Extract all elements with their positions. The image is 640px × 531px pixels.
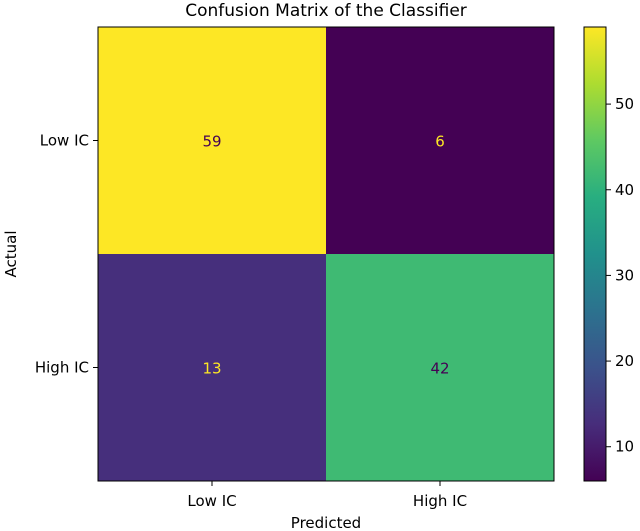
colorbar-tick-label: 40	[615, 181, 634, 199]
colorbar-tick-label: 20	[615, 352, 634, 370]
heatmap-cell	[98, 27, 326, 254]
heatmap-cells	[98, 27, 554, 481]
heatmap-cell	[326, 27, 554, 254]
x-axis-label: Predicted	[291, 514, 361, 531]
plot-frame	[97, 26, 555, 482]
x-tick-label: Low IC	[187, 492, 236, 510]
x-tick-label: High IC	[413, 492, 467, 510]
cell-value-label: 42	[430, 360, 449, 378]
y-axis-label: Actual	[2, 231, 20, 278]
y-axis-ticks: Low IC High IC	[35, 132, 98, 377]
y-tick-label: High IC	[35, 359, 89, 377]
cell-value-label: 13	[202, 360, 221, 378]
y-tick-label: Low IC	[40, 132, 89, 150]
colorbar-ticks: 10 20 30 40 50	[606, 95, 634, 456]
colorbar-tick-label: 50	[615, 95, 634, 113]
colorbar	[583, 26, 607, 482]
cell-value-label: 6	[435, 133, 445, 151]
cell-value-label: 59	[202, 133, 221, 151]
x-axis-ticks: Low IC High IC	[187, 481, 467, 510]
heatmap-cell-labels: 59 6 13 42	[202, 133, 449, 378]
colorbar-tick-label: 30	[615, 266, 634, 284]
heatmap-cell	[326, 254, 554, 481]
chart-title: Confusion Matrix of the Classifier	[185, 1, 467, 21]
colorbar-tick-label: 10	[615, 438, 634, 456]
heatmap-cell	[98, 254, 326, 481]
